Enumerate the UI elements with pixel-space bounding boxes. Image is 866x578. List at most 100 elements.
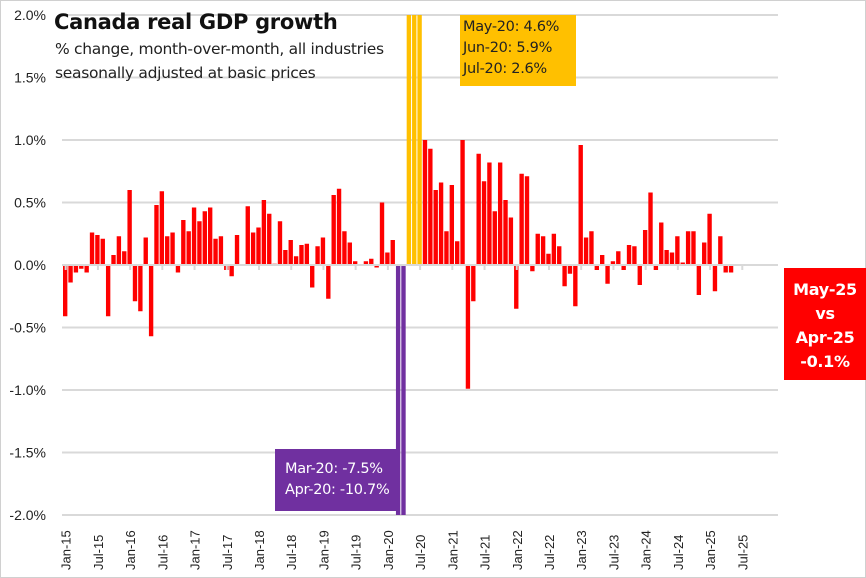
bar-jun-21 (476, 153, 481, 265)
bar-jan-16 (127, 190, 132, 265)
x-tick-label: Jan-15 (59, 530, 74, 570)
bar-nov-17 (245, 206, 250, 265)
y-tick-label: -0.5% (9, 320, 46, 336)
annotation-negative-outliers: Mar-20: -7.5% Apr-20: -10.7% (275, 449, 397, 511)
bar-jan-22 (514, 265, 519, 309)
x-tick-label: Jan-19 (316, 530, 331, 570)
bar-nov-15 (116, 236, 122, 265)
x-tick-label: Jul-20 (413, 535, 428, 570)
bar-jul-21 (481, 181, 487, 265)
bar-dec-15 (122, 251, 127, 265)
x-tick-label: Jan-21 (445, 530, 460, 570)
bar-jul-15 (95, 235, 100, 265)
chart-subtitle-line-2: seasonally adjusted at basic prices (55, 64, 316, 82)
bar-may-24 (664, 250, 669, 265)
bar-aug-22 (551, 233, 557, 265)
bar-feb-17 (197, 221, 202, 265)
y-tick-label: 1.0% (14, 132, 46, 148)
bar-may-21 (471, 265, 476, 302)
bar-dec-24 (702, 242, 707, 265)
bar-sep-23 (621, 265, 626, 270)
bar-dec-21 (508, 217, 514, 265)
y-tick-label: -1.5% (9, 445, 46, 461)
bar-jul-23 (610, 261, 616, 265)
bar-feb-22 (519, 173, 524, 265)
bar-sep-22 (557, 246, 562, 265)
bar-jun-16 (154, 205, 159, 265)
annotation-line: Jun-20: 5.9% (463, 40, 553, 56)
bar-nov-23 (632, 246, 637, 265)
x-tick-label: Jan-20 (381, 530, 396, 570)
bar-mar-19 (331, 195, 336, 265)
bar-apr-15 (79, 265, 84, 269)
bar-mar-23 (589, 231, 594, 265)
bar-apr-17 (207, 207, 213, 265)
bar-jul-22 (546, 253, 551, 265)
x-axis-tick-labels: Jan-15 Jul-15 Jan-16 Jul-16 Jan-17 Jul-17 Jan-… (59, 530, 751, 570)
bar-nov-20 (438, 182, 444, 265)
bar-jan-19 (320, 237, 326, 265)
chart-subtitle-line-1: % change, month-over-month, all industri… (55, 40, 384, 58)
bar-aug-21 (487, 162, 492, 265)
bar-may-23 (600, 255, 605, 265)
bar-jan-24 (642, 230, 648, 265)
bar-jun-23 (605, 265, 610, 284)
bar-jan-17 (191, 207, 197, 265)
bar-apr-20 (401, 265, 406, 515)
bar-jan-23 (578, 145, 583, 265)
bar-nov-22 (567, 265, 573, 274)
bar-aug-20 (422, 140, 428, 265)
bar-jun-24 (669, 252, 675, 265)
annotation-line: -0.1% (800, 352, 850, 371)
bar-jan-15 (63, 265, 68, 317)
bar-aug-16 (165, 236, 170, 265)
x-tick-label: Jan-17 (188, 530, 203, 570)
bar-oct-22 (562, 265, 567, 287)
bar-mar-24 (653, 265, 659, 270)
annotation-line: May-20: 4.6% (463, 19, 560, 35)
bar-jan-21 (449, 185, 455, 265)
bar-feb-16 (132, 265, 138, 302)
bar-dec-20 (444, 231, 449, 265)
bar-jun-22 (540, 236, 546, 265)
x-tick-label: Jan-25 (703, 530, 718, 570)
bar-jul-19 (352, 261, 358, 265)
x-tick-label: Jul-23 (606, 535, 621, 570)
bar-jun-17 (218, 236, 224, 265)
annotation-latest-change: May-25 vs Apr-25 -0.1% (784, 268, 866, 380)
bar-oct-20 (433, 190, 438, 265)
bar-oct-24 (691, 231, 696, 265)
bar-apr-23 (594, 265, 599, 270)
bar-feb-21 (455, 241, 460, 265)
bar-dec-23 (637, 265, 642, 285)
annotation-positive-outliers: May-20: 4.6% Jun-20: 5.9% Jul-20: 2.6% (460, 15, 576, 86)
y-tick-label: 1.5% (14, 70, 46, 86)
bar-sep-18 (299, 245, 304, 265)
bar-aug-24 (680, 262, 685, 265)
bar-feb-15 (68, 265, 73, 283)
x-tick-label: Jul-16 (155, 535, 170, 570)
bar-dec-18 (315, 246, 320, 265)
bar-aug-17 (229, 265, 234, 277)
bar-mar-21 (460, 140, 465, 265)
bar-jun-18 (283, 250, 288, 265)
x-tick-label: Jul-24 (671, 535, 686, 570)
bar-dec-17 (250, 232, 256, 265)
x-tick-label: Jan-22 (510, 530, 525, 570)
bar-apr-22 (530, 265, 535, 272)
bar-nov-21 (503, 200, 508, 265)
annotation-line: vs (815, 304, 835, 323)
annotation-line: Apr-20: -10.7% (285, 482, 390, 498)
bar-may-15 (84, 265, 89, 273)
bar-jun-15 (89, 232, 95, 265)
x-tick-label: Jul-21 (478, 535, 493, 570)
gridlines (62, 14, 778, 516)
bars (63, 15, 734, 515)
bar-may-18 (277, 221, 283, 265)
bar-sep-17 (234, 235, 240, 265)
bar-nov-19 (374, 265, 379, 268)
bar-jul-16 (159, 191, 165, 265)
y-tick-label: -2.0% (9, 507, 46, 523)
bar-oct-16 (175, 265, 181, 273)
